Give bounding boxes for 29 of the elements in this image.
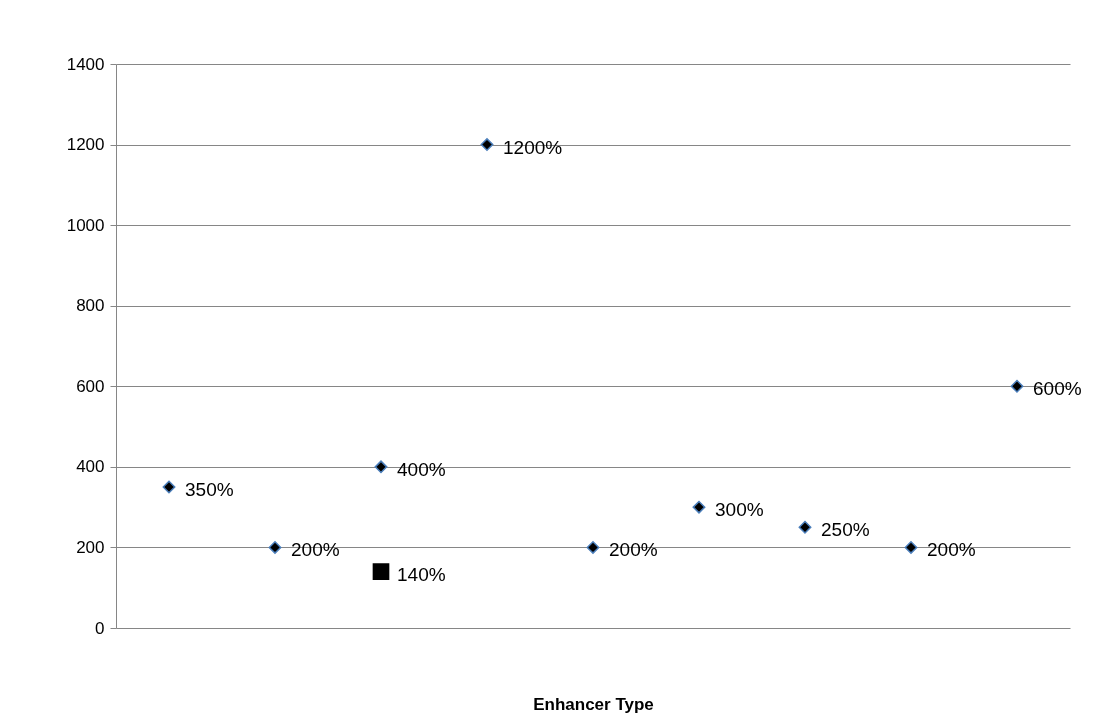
point bbox=[162, 480, 176, 494]
y-tick-label: 1000 bbox=[66, 215, 105, 235]
point bbox=[798, 520, 812, 534]
data-label: 400% bbox=[397, 458, 446, 480]
data-label: 140% bbox=[397, 563, 446, 585]
data-label: 200% bbox=[609, 539, 658, 561]
data-label: 200% bbox=[927, 539, 976, 561]
y-tick-label: 200 bbox=[76, 537, 105, 557]
y-tick-label: 600 bbox=[76, 376, 105, 396]
point bbox=[904, 540, 918, 554]
data-label: 350% bbox=[185, 479, 234, 500]
data-label: 300% bbox=[715, 499, 764, 521]
point bbox=[586, 540, 600, 554]
y-tick-label: 400 bbox=[76, 457, 105, 477]
y-tick-label: 1200 bbox=[66, 135, 105, 155]
data-label: 600% bbox=[1033, 378, 1082, 400]
data-label: 250% bbox=[821, 519, 870, 541]
data-label: 200% bbox=[291, 539, 340, 561]
point bbox=[374, 460, 388, 474]
y-tick-label: 0 bbox=[95, 618, 105, 638]
point bbox=[1010, 379, 1024, 393]
point bbox=[268, 540, 282, 554]
point bbox=[372, 563, 390, 580]
y-tick-label: 800 bbox=[76, 296, 105, 316]
point bbox=[692, 500, 706, 514]
data-label: 1200% bbox=[503, 136, 563, 158]
y-tick-label: 1400 bbox=[66, 54, 105, 74]
point bbox=[480, 138, 494, 152]
x-axis-title: Enhancer Type bbox=[533, 694, 654, 714]
